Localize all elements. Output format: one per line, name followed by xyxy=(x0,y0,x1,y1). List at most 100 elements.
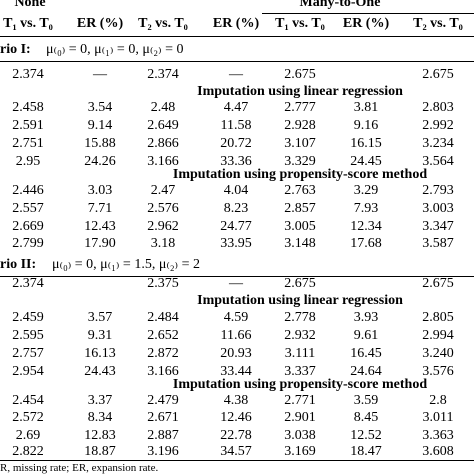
cell: — xyxy=(93,67,107,82)
rule xyxy=(0,61,474,62)
cell: 2.48 xyxy=(150,100,176,115)
cell: 2.671 xyxy=(147,410,179,425)
cell: 2.479 xyxy=(147,393,179,408)
cell: 2.446 xyxy=(12,183,44,198)
cell: 3.59 xyxy=(353,393,379,408)
footnote: R, missing rate; ER, expansion rate. xyxy=(0,462,159,474)
cell: 16.45 xyxy=(350,346,382,361)
cell: 2.458 xyxy=(12,100,44,115)
cell: 3.038 xyxy=(284,428,316,443)
column-header: ER (%) xyxy=(212,16,260,31)
column-header: ER (%) xyxy=(342,16,390,31)
cell: 3.011 xyxy=(422,410,454,425)
cell: 24.43 xyxy=(84,364,116,379)
group-header: None xyxy=(14,0,46,10)
cell: 2.459 xyxy=(12,310,44,325)
group-header: Many-to-One xyxy=(299,0,381,10)
cell: 2.595 xyxy=(12,328,44,343)
group-title: Imputation using linear regression xyxy=(197,84,403,99)
cell: 2.887 xyxy=(147,428,179,443)
cell: 3.81 xyxy=(353,100,379,115)
cell: 2.47 xyxy=(150,183,176,198)
cell: 3.166 xyxy=(147,154,179,169)
section-label: rio II: xyxy=(0,257,37,272)
cell: 17.68 xyxy=(350,236,382,251)
cell: 24.64 xyxy=(350,364,382,379)
cell: 17.90 xyxy=(84,236,116,251)
section-label: rio I: xyxy=(0,42,31,57)
cell: 2.771 xyxy=(284,393,316,408)
cell: 16.15 xyxy=(350,136,382,151)
cell: 18.87 xyxy=(84,444,116,459)
section-condition: μ₍₀₎ = 0, μ₍₁₎ = 1.5, μ₍₂₎ = 2 xyxy=(52,257,200,272)
cell: 24.45 xyxy=(350,154,382,169)
cell: 9.31 xyxy=(87,328,113,343)
cell: 3.54 xyxy=(87,100,113,115)
cell: 3.03 xyxy=(87,183,113,198)
cell: 2.374 xyxy=(12,67,44,82)
cell: 3.240 xyxy=(422,346,454,361)
cell: 2.857 xyxy=(284,201,316,216)
cell: 3.347 xyxy=(422,219,454,234)
cell: 12.34 xyxy=(350,219,382,234)
cell: 2.8 xyxy=(429,393,447,408)
cell: 2.557 xyxy=(12,201,44,216)
rule xyxy=(262,13,474,14)
cell: 4.04 xyxy=(223,183,249,198)
cell: 2.374 xyxy=(12,276,44,291)
cell: 2.799 xyxy=(12,236,44,251)
cell: 11.58 xyxy=(220,118,252,133)
cell: 2.95 xyxy=(15,154,41,169)
column-header: T₁ vs. T₀ xyxy=(275,16,325,31)
group-title: Imputation using linear regression xyxy=(197,293,403,308)
cell: 3.107 xyxy=(284,136,316,151)
cell: 2.992 xyxy=(422,118,454,133)
cell: 2.777 xyxy=(284,100,316,115)
cell: 24.26 xyxy=(84,154,116,169)
cell: 9.14 xyxy=(87,118,113,133)
cell: 3.93 xyxy=(353,310,379,325)
cell: 2.805 xyxy=(422,310,454,325)
cell: 2.757 xyxy=(12,346,44,361)
cell: 2.822 xyxy=(12,444,44,459)
cell: 20.93 xyxy=(220,346,252,361)
group-title: Imputation using propensity-score method xyxy=(172,377,428,392)
cell: 2.962 xyxy=(147,219,179,234)
cell: 4.47 xyxy=(223,100,249,115)
cell: 3.169 xyxy=(284,444,316,459)
cell: 2.763 xyxy=(284,183,316,198)
cell: 4.38 xyxy=(223,393,249,408)
cell: 3.564 xyxy=(422,154,454,169)
cell: 4.59 xyxy=(223,310,249,325)
cell: 9.16 xyxy=(353,118,379,133)
column-header: T₂ vs. T₀ xyxy=(138,16,188,31)
cell: 2.793 xyxy=(422,183,454,198)
cell: 2.901 xyxy=(284,410,316,425)
cell: 7.71 xyxy=(87,201,113,216)
cell: 12.83 xyxy=(84,428,116,443)
cell: 3.587 xyxy=(422,236,454,251)
cell: 2.872 xyxy=(147,346,179,361)
cell: 2.591 xyxy=(12,118,44,133)
cell: 2.994 xyxy=(422,328,454,343)
cell: 2.375 xyxy=(147,276,179,291)
cell: 3.329 xyxy=(284,154,316,169)
column-header: ER (%) xyxy=(76,16,124,31)
cell: 33.44 xyxy=(220,364,252,379)
cell: 3.111 xyxy=(284,346,316,361)
rule xyxy=(0,276,474,277)
cell: 2.675 xyxy=(284,67,316,82)
cell: 2.932 xyxy=(284,328,316,343)
cell: 3.608 xyxy=(422,444,454,459)
column-header: T₂ vs. T₀ xyxy=(413,16,463,31)
cell: 34.57 xyxy=(220,444,252,459)
cell: 8.23 xyxy=(223,201,249,216)
cell: 2.928 xyxy=(284,118,316,133)
cell: 2.484 xyxy=(147,310,179,325)
cell: 2.374 xyxy=(147,67,179,82)
cell: 3.234 xyxy=(422,136,454,151)
cell: 12.43 xyxy=(84,219,116,234)
cell: 2.652 xyxy=(147,328,179,343)
cell: 2.669 xyxy=(12,219,44,234)
